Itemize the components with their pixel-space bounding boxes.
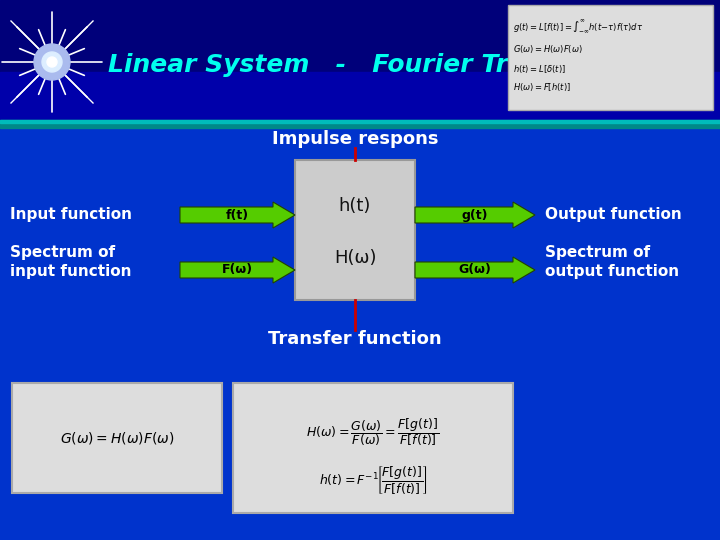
FancyArrow shape [415,202,535,228]
Text: F(ω): F(ω) [222,264,253,276]
Text: Transfer function: Transfer function [268,330,442,348]
Text: Spectrum of
input function: Spectrum of input function [10,245,132,279]
Text: Linear System   -   Fourier Transform: Linear System - Fourier Transform [108,53,624,77]
Bar [0,120,720,123]
Bar [295,160,415,300]
Text: $H(\omega)=F[h(t)]$: $H(\omega)=F[h(t)]$ [513,81,571,93]
Text: $G(\omega)=H(\omega)F(\omega)$: $G(\omega)=H(\omega)F(\omega)$ [60,430,174,446]
Bar [0,120,720,128]
Circle shape [34,44,70,80]
Text: $G(\omega)=H(\omega)F(\omega)$: $G(\omega)=H(\omega)F(\omega)$ [513,43,582,55]
Text: Input function: Input function [10,207,132,222]
Bar [233,383,513,513]
Text: $h(t)=L[\delta(t)]$: $h(t)=L[\delta(t)]$ [513,63,566,75]
Bar [12,383,222,493]
FancyArrow shape [180,202,295,228]
Circle shape [42,52,62,72]
Text: Output function: Output function [545,207,682,222]
FancyArrow shape [180,257,295,283]
Text: Spectrum of
output function: Spectrum of output function [545,245,679,279]
Text: $h(t)=F^{-1}\!\left[\dfrac{F[g(t)]}{F[f(t)]}\right]$: $h(t)=F^{-1}\!\left[\dfrac{F[g(t)]}{F[f(… [318,464,428,496]
FancyArrow shape [415,257,535,283]
Text: g(t): g(t) [462,208,488,221]
Bar [0,72,720,120]
Bar [508,5,713,110]
Text: Impulse respons: Impulse respons [271,130,438,148]
Bar [0,0,720,120]
Text: f(t): f(t) [226,208,249,221]
Text: G(ω): G(ω) [459,264,492,276]
Text: $H(\omega)=\dfrac{G(\omega)}{F(\omega)}=\dfrac{F[g(t)]}{F[f(t)]}$: $H(\omega)=\dfrac{G(\omega)}{F(\omega)}=… [306,416,440,448]
Text: H(ω): H(ω) [334,249,377,267]
Text: h(t): h(t) [339,197,372,215]
Circle shape [47,57,57,67]
Text: $g(t)=L[f(t)]=\int_{-\infty}^{\infty}h(t\!-\!\tau)f(\tau)d\tau$: $g(t)=L[f(t)]=\int_{-\infty}^{\infty}h(t… [513,19,643,36]
